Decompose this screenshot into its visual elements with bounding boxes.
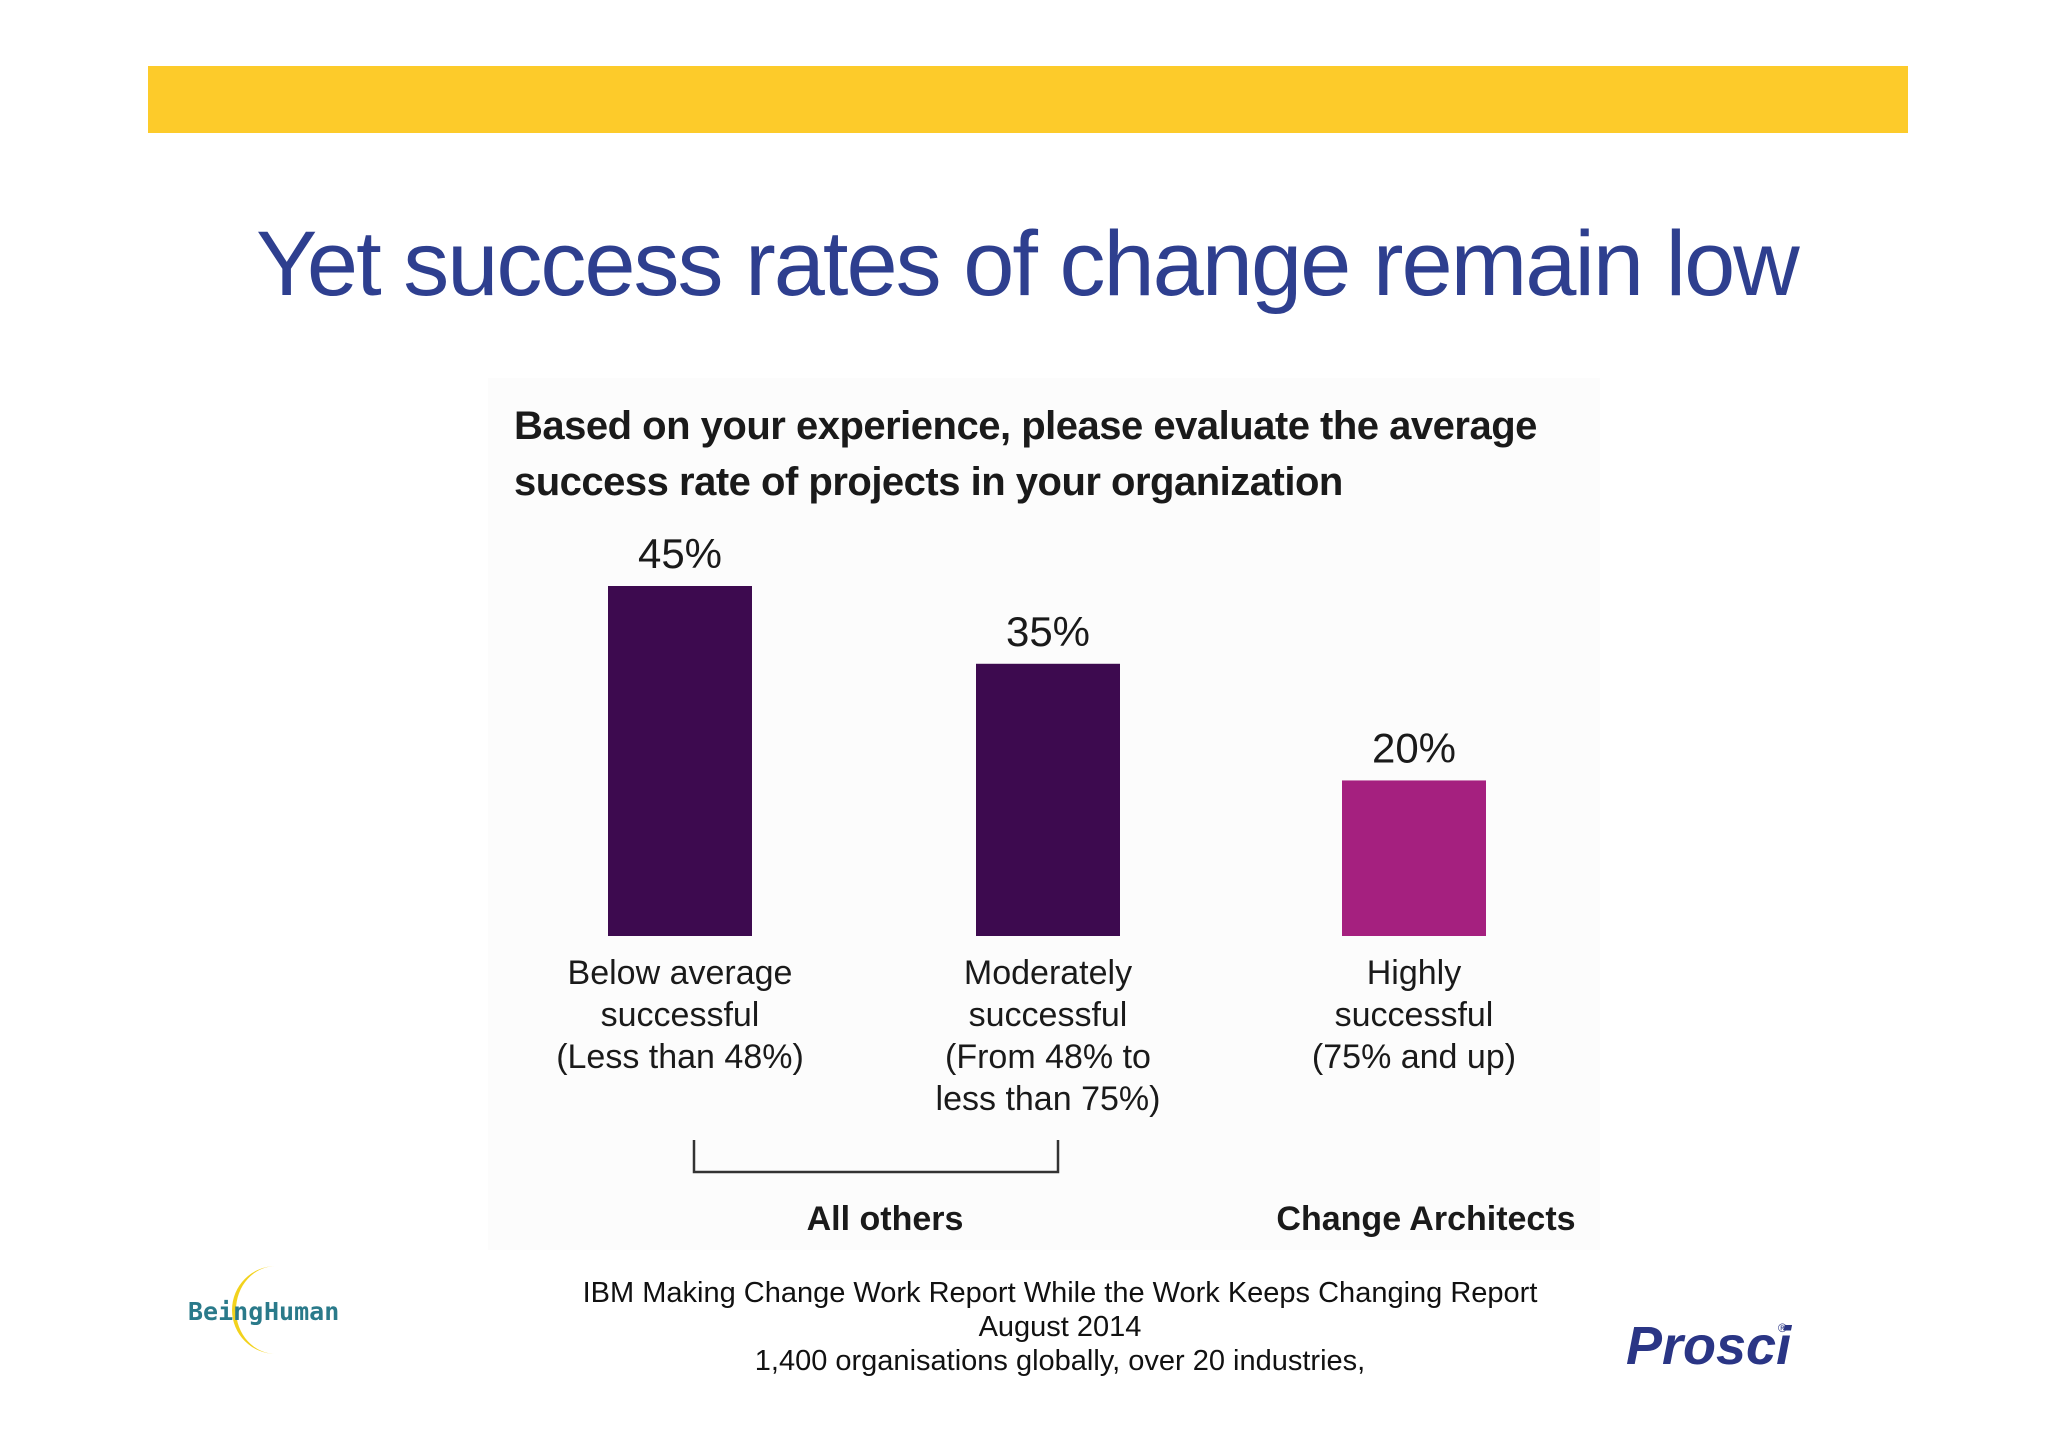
category-label-1-line-2: (From 48% to: [945, 1038, 1151, 1076]
value-label-0: 45%: [638, 530, 722, 577]
category-label-2: Highly successful (75% and up): [1312, 954, 1516, 1076]
bar-0: [608, 586, 752, 936]
source-line-2: August 2014: [978, 1311, 1142, 1343]
prosci-logo: Prosci ®: [1626, 1316, 1792, 1376]
category-label-2-line-1: successful: [1335, 996, 1494, 1034]
category-label-1-line-0: Moderately: [964, 954, 1132, 992]
being-human-logo-word-2: Human: [264, 1297, 339, 1326]
category-label-1-line-3: less than 75%): [936, 1080, 1161, 1118]
bar-1: [976, 663, 1120, 936]
category-label-1-line-1: successful: [969, 996, 1128, 1034]
chart-title-line-2: success rate of projects in your organiz…: [514, 460, 1343, 504]
slide-title: Yet success rates of change remain low: [256, 213, 1800, 315]
value-label-1: 35%: [1006, 608, 1090, 655]
prosci-logo-text: Prosci: [1626, 1316, 1792, 1376]
value-label-2: 20%: [1372, 724, 1456, 771]
being-human-logo: Being Human: [188, 1266, 339, 1354]
category-label-2-line-0: Highly: [1367, 954, 1461, 992]
top-accent-band: [148, 66, 1908, 133]
category-label-0-line-2: (Less than 48%): [556, 1038, 804, 1076]
source-line-3: 1,400 organisations globally, over 20 in…: [754, 1345, 1366, 1377]
being-human-logo-word-1: Being: [188, 1297, 263, 1326]
category-label-2-line-2: (75% and up): [1312, 1038, 1516, 1076]
chart-title-line-1: Based on your experience, please evaluat…: [514, 404, 1537, 448]
category-label-1: Moderately successful (From 48% to less tha…: [936, 954, 1161, 1118]
category-label-0-line-0: Below average: [568, 954, 793, 992]
prosci-registered-mark: ®: [1778, 1321, 1787, 1335]
chart-title: Based on your experience, please evaluat…: [514, 398, 1537, 510]
source-line-1: IBM Making Change Work Report While the …: [582, 1277, 1538, 1309]
source-note: IBM Making Change Work Report While the …: [560, 1276, 1560, 1378]
group-label-1: Change Architects: [1276, 1200, 1575, 1238]
category-label-0-line-1: successful: [601, 996, 760, 1034]
group-bracket-all-others: [692, 1140, 1060, 1174]
category-label-0: Below average successful (Less than 48%): [556, 954, 804, 1076]
group-label-0: All others: [807, 1200, 964, 1238]
bar-2: [1342, 780, 1486, 936]
